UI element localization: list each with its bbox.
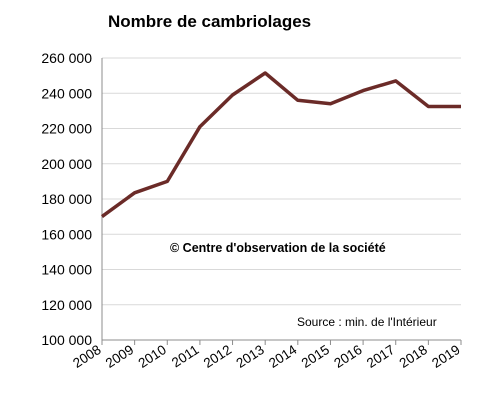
- copyright-annotation: © Centre d'observation de la société: [170, 241, 386, 255]
- axes: [101, 58, 461, 341]
- x-tick-label: 2011: [169, 342, 202, 370]
- x-tick-label: 2018: [397, 342, 430, 371]
- y-tick-label: 220 000: [41, 121, 92, 137]
- x-tick-label: 2009: [103, 342, 136, 371]
- x-tick-label: 2013: [233, 342, 266, 371]
- series-line: [100, 71, 461, 219]
- x-tick-label: 2015: [299, 342, 332, 371]
- y-tick-label: 160 000: [41, 226, 92, 242]
- x-tick-label: 2012: [201, 342, 234, 371]
- x-tick-label: 2016: [331, 342, 364, 371]
- x-tick-label: 2010: [136, 342, 169, 371]
- x-axis-ticks: 2008 2009 2010 2011 2012 2013 2014 2015 2016 2017…: [70, 340, 463, 371]
- x-tick-label: 2017: [364, 342, 397, 371]
- grid-lines: [102, 57, 461, 306]
- y-tick-label: 120 000: [41, 297, 92, 313]
- source-annotation: Source : min. de l'Intérieur: [297, 315, 437, 329]
- y-tick-label: 140 000: [41, 262, 92, 278]
- y-tick-label: 180 000: [41, 191, 92, 207]
- x-tick-label: 2019: [429, 342, 462, 371]
- y-tick-label: 240 000: [41, 85, 92, 101]
- x-tick-label: 2014: [266, 342, 300, 371]
- series-group: [100, 71, 462, 219]
- y-tick-label: 200 000: [41, 156, 92, 172]
- y-axis-ticks: 100 000 120 000 140 000 160 000 180 000 200 0…: [41, 50, 92, 348]
- y-tick-label: 260 000: [41, 50, 92, 66]
- chart-title: Nombre de cambriolages: [108, 12, 311, 31]
- y-tick-label: 100 000: [41, 332, 92, 348]
